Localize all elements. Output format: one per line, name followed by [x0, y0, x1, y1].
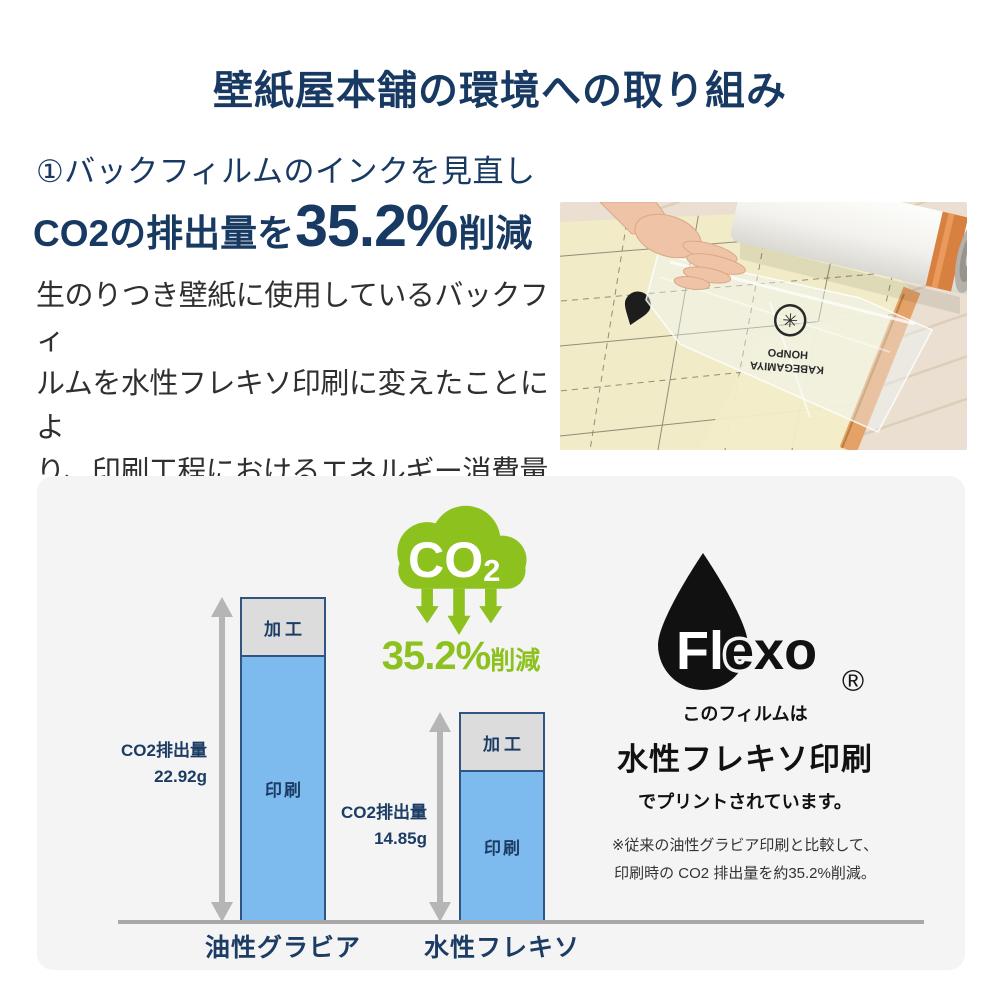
cloud-co2-text: CO2 — [408, 532, 500, 588]
bar-water-flexo: 加工 印刷 — [459, 712, 545, 922]
product-photo-illustration: KABEGAMIYA HONPO ✳ — [560, 202, 967, 450]
film-brand-text: KABEGAMIYA — [749, 359, 824, 376]
hand — [599, 202, 746, 290]
section-subtitle: ①バックフィルムのインクを見直し — [36, 154, 536, 189]
segment-processing: 加工 — [461, 714, 543, 772]
bar-oil-gravure: 加工 印刷 — [240, 597, 326, 922]
headline: CO2の排出量を 35.2% 削減 — [33, 192, 532, 260]
registered-mark: ® — [842, 665, 864, 697]
reduction-suffix: 削減 — [490, 647, 541, 675]
paper-roll — [730, 202, 967, 295]
flexo-logo: Flexo ® — [620, 547, 880, 698]
category-label-water: 水性フレキソ — [423, 934, 580, 962]
segment-printing: 印刷 — [461, 772, 543, 920]
measure-arrow-water — [429, 712, 451, 922]
infographic-panel: CO2 35.2% 削減 CO2排出量 22.92g CO2排出量 14.85g… — [37, 476, 965, 970]
clear-film: KABEGAMIYA HONPO ✳ — [645, 253, 934, 433]
segment-processing: 加工 — [242, 599, 324, 657]
emission-total-water: CO2排出量 14.85g — [277, 800, 427, 851]
headline-suffix: 削減 — [458, 213, 533, 254]
cloud-shape — [397, 505, 527, 635]
body-line: 生のりつき壁紙に使用しているバックフィ — [36, 280, 549, 356]
emission-total-label: CO2排出量 — [121, 741, 207, 760]
body-line: ルムを水性フレキソ印刷に変えたことによ — [36, 368, 549, 444]
film-desc-line1: このフィルムは — [682, 704, 808, 724]
film-brand-text: HONPO — [767, 346, 809, 361]
droplet-icon — [658, 553, 748, 690]
printed-droplet-mark — [624, 291, 651, 326]
comparison-note-line1: ※従来の油性グラビア印刷と比較して、 — [611, 837, 879, 854]
reduction-value: 35.2% — [381, 634, 491, 678]
co2-cloud-icon: CO2 — [377, 500, 541, 635]
comparison-note-line2: 印刷時の CO2 排出量を約35.2%削減。 — [614, 864, 876, 882]
film-description: このフィルムは 水性フレキソ印刷 でプリントされています。 ※従来の油性グラビア… — [555, 700, 935, 888]
film-desc-line2: 水性フレキソ印刷 — [617, 742, 873, 777]
emission-total-oil: CO2排出量 22.92g — [57, 738, 207, 789]
svg-text:✳: ✳ — [782, 308, 799, 330]
emission-total-label: CO2排出量 — [341, 803, 427, 822]
comparison-note: ※従来の油性グラビア印刷と比較して、 印刷時の CO2 排出量を約35.2%削減… — [555, 832, 935, 888]
category-label-oil: 油性グラビア — [204, 934, 361, 962]
headline-prefix: CO2の排出量を — [33, 213, 295, 254]
film-circle-logo — [773, 304, 807, 337]
headline-value: 35.2% — [295, 193, 458, 259]
film-desc-line3: でプリントされています。 — [638, 792, 852, 812]
flexo-logo-text: Flexo — [676, 621, 817, 681]
reduction-text: 35.2% 削減 — [331, 634, 591, 679]
page-title: 壁紙屋本舗の環境への取り組み — [213, 69, 787, 113]
emission-total-value: 14.85g — [374, 828, 427, 848]
product-photo: KABEGAMIYA HONPO ✳ — [560, 202, 967, 450]
segment-printing: 印刷 — [242, 657, 324, 920]
measure-arrow-oil — [211, 597, 233, 922]
baseline-axis — [118, 920, 924, 924]
emission-total-value: 22.92g — [154, 766, 207, 786]
